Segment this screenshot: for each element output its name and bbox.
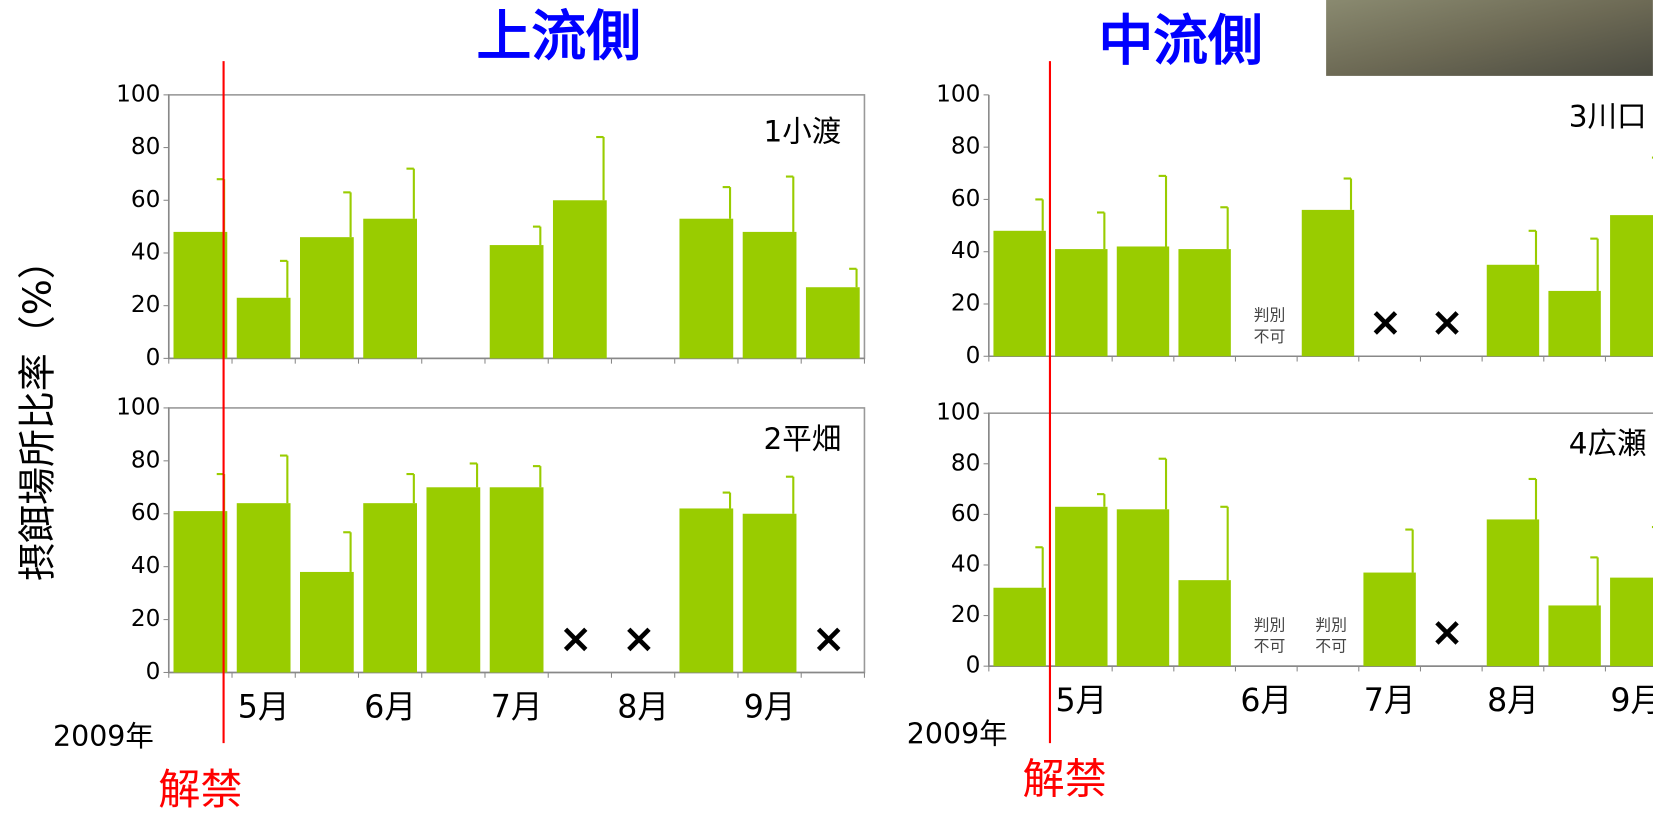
undetermined-note: 不可 (1254, 327, 1286, 346)
y-tick-label: 0 (966, 652, 981, 679)
y-tick-label: 40 (951, 550, 981, 577)
opening-label: 解禁 (158, 765, 242, 814)
y-tick-label: 40 (131, 552, 161, 579)
chart-title: 3川口 (1569, 100, 1647, 134)
unsampled-mark: × (1430, 610, 1464, 656)
month-label: 9月 (1610, 683, 1653, 719)
bar (363, 503, 417, 673)
undetermined-note: 判別 (1315, 616, 1347, 635)
bar (236, 297, 291, 359)
bar (742, 231, 797, 359)
undetermined-note: 判別 (1254, 616, 1286, 635)
y-tick-label: 20 (951, 289, 981, 316)
charts: 0 20 40 60 80 100 1小渡 0 20 40 60 80 100 2平畑 5月 6月 7月 × × 8月… (116, 80, 1653, 725)
unsampled-mark: × (1369, 300, 1403, 346)
y-tick-label: 20 (131, 605, 161, 632)
bar (489, 487, 544, 673)
heading: 中流側 (1098, 8, 1262, 72)
y-tick-label: 0 (966, 342, 981, 369)
y-tick-label: 20 (131, 291, 161, 318)
year-label: 2009年 (907, 718, 1008, 751)
y-tick-label: 60 (131, 186, 161, 213)
bar (805, 287, 860, 359)
bar (1178, 249, 1231, 357)
bar (1116, 509, 1170, 667)
bar (1486, 519, 1540, 667)
chart-title: 2平畑 (763, 422, 841, 456)
y-tick-label: 100 (116, 80, 160, 107)
bar (742, 513, 797, 673)
undetermined-note: 判別 (1254, 306, 1286, 325)
bar (426, 487, 481, 673)
bar (552, 200, 607, 359)
unsampled-mark: × (622, 616, 656, 662)
month-label: 7月 (491, 689, 543, 725)
bar (489, 245, 544, 359)
y-tick-label: 60 (131, 499, 161, 526)
bar (300, 237, 354, 359)
bar (1363, 572, 1416, 667)
bar (1486, 264, 1540, 357)
y-tick-label: 80 (131, 133, 161, 160)
month-label: 8月 (617, 689, 669, 725)
bar (1610, 215, 1653, 357)
y-tick-label: 40 (951, 237, 981, 264)
y-axis-label: 摂餌場所比率（%） (16, 241, 60, 581)
unsampled-mark: × (1430, 300, 1464, 346)
month-label: 6月 (364, 689, 416, 725)
y-tick-label: 40 (131, 238, 161, 265)
bar (1610, 577, 1653, 667)
y-tick-label: 80 (951, 449, 981, 476)
bar (1055, 506, 1108, 667)
month-label: 5月 (1055, 683, 1107, 719)
bar (236, 503, 291, 673)
unsampled-mark: × (559, 616, 593, 662)
bar (993, 230, 1046, 357)
bar (1548, 605, 1601, 667)
bar (1178, 580, 1231, 667)
y-tick-label: 80 (951, 133, 981, 160)
opening-label: 解禁 (1023, 755, 1107, 804)
bar (300, 571, 354, 673)
bar (1548, 290, 1601, 357)
chart-title: 1小渡 (763, 114, 841, 148)
y-tick-label: 20 (951, 601, 981, 628)
bar (173, 231, 228, 359)
y-tick-label: 80 (131, 446, 161, 473)
bar (1116, 246, 1170, 357)
month-label: 9月 (744, 689, 796, 725)
bar (1055, 249, 1108, 357)
y-tick-label: 0 (146, 658, 161, 685)
month-label: 6月 (1240, 683, 1292, 719)
y-tick-label: 100 (116, 393, 160, 420)
photo (1326, 0, 1653, 76)
y-tick-label: 100 (936, 80, 980, 107)
heading: 上流側 (477, 4, 641, 68)
year-label: 2009年 (53, 720, 154, 753)
undetermined-note: 不可 (1254, 637, 1286, 656)
bar (363, 218, 417, 359)
month-label: 7月 (1364, 683, 1416, 719)
y-tick-label: 100 (936, 399, 980, 426)
month-label: 8月 (1487, 683, 1539, 719)
bar (173, 511, 228, 673)
bar (679, 508, 734, 673)
bar (1301, 209, 1355, 357)
bar (679, 218, 734, 359)
chart-title: 4広瀬 (1569, 426, 1647, 460)
undetermined-note: 不可 (1315, 637, 1347, 656)
bar (993, 587, 1046, 667)
y-tick-label: 60 (951, 185, 981, 212)
y-tick-label: 0 (146, 344, 161, 371)
month-label: 5月 (238, 689, 290, 725)
y-tick-label: 60 (951, 500, 981, 527)
unsampled-mark: × (812, 616, 846, 662)
